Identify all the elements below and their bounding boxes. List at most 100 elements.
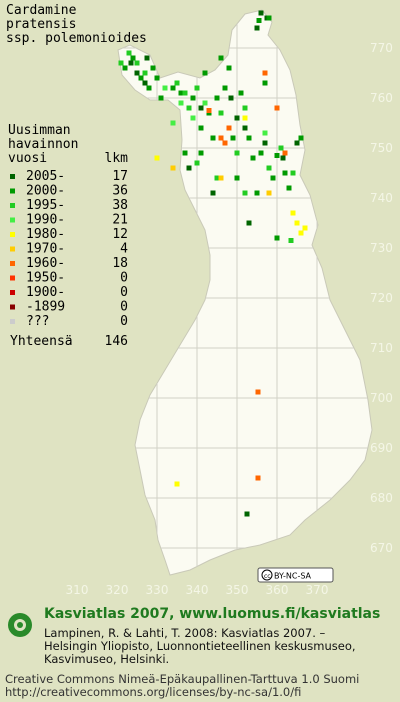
observation (174, 80, 180, 86)
observation (266, 190, 272, 196)
observation (286, 185, 292, 191)
observation (198, 105, 204, 111)
observation (126, 50, 132, 56)
y-tick-label: 720 (370, 291, 393, 305)
legend-swatch (10, 174, 15, 179)
legend-count: 0 (120, 271, 128, 286)
observation (246, 220, 252, 226)
observation (274, 235, 280, 241)
observation (258, 10, 264, 16)
observation (142, 80, 148, 86)
observation (298, 230, 304, 236)
observation (266, 165, 272, 171)
legend-count: 36 (112, 184, 128, 199)
observation (242, 115, 248, 121)
y-tick-label: 760 (370, 91, 393, 105)
license: http://creativecommons.org/licenses/by-n… (5, 685, 301, 699)
observation (288, 238, 294, 243)
legend-label: ??? (26, 314, 49, 329)
observation (142, 70, 148, 76)
y-tick-label: 770 (370, 41, 393, 55)
observation (130, 55, 136, 61)
citation: Helsingin Yliopisto, Luonnontieteellinen… (44, 639, 356, 653)
legend-year-header: vuosi (8, 151, 47, 166)
observation (178, 100, 184, 106)
observation (194, 160, 200, 166)
legend-label: 1990- (26, 213, 65, 228)
observation (186, 105, 192, 111)
observation (128, 60, 134, 66)
legend-count-header: lkm (105, 151, 129, 166)
title: Cardamine (6, 3, 77, 18)
observation (234, 150, 240, 156)
observation (174, 481, 180, 487)
observation (134, 60, 140, 66)
observation (234, 175, 240, 181)
observation (262, 140, 268, 146)
legend-swatch (10, 290, 15, 295)
observation (255, 475, 261, 481)
finland-land (117, 9, 373, 576)
observation (198, 150, 204, 156)
observation (150, 65, 156, 71)
observation (266, 15, 272, 21)
observation (298, 135, 304, 141)
observation (262, 80, 268, 86)
observation (202, 100, 208, 106)
cc-text: cc (264, 573, 271, 580)
observation (302, 225, 308, 231)
observation (294, 220, 300, 226)
legend-swatch (10, 304, 15, 310)
legend-heading: Uusimman (8, 123, 71, 138)
observation (170, 120, 176, 126)
legend-swatch (10, 275, 15, 281)
observation (182, 90, 188, 96)
observation (274, 105, 280, 111)
x-tick-label: 340 (186, 583, 209, 597)
y-tick-label: 670 (370, 541, 393, 555)
observation (194, 85, 200, 91)
observation (146, 85, 152, 91)
observation (122, 65, 128, 71)
legend-swatch (10, 261, 15, 266)
y-tick-label: 750 (370, 141, 393, 155)
observation (274, 153, 280, 158)
observation (228, 95, 234, 101)
observation (214, 95, 220, 101)
title: ssp. polemonioides (6, 31, 147, 46)
legend-swatch (10, 319, 15, 324)
legend-heading: havainnon (8, 137, 78, 152)
observation (118, 60, 124, 66)
observation (290, 170, 296, 176)
legend-swatch (10, 232, 15, 237)
observation (278, 145, 284, 151)
legend-count: 0 (120, 314, 128, 329)
observation (254, 190, 260, 196)
observation (182, 150, 188, 156)
badge-text: BY-NC-SA (274, 572, 312, 581)
observation (162, 85, 168, 91)
legend-label: 1995- (26, 198, 65, 213)
observation (210, 135, 216, 141)
x-tick-label: 330 (146, 583, 169, 597)
observation (254, 25, 260, 31)
x-tick-label: 370 (306, 583, 329, 597)
y-tick-label: 730 (370, 241, 393, 255)
legend-count: 18 (112, 256, 128, 271)
legend-label: 1960- (26, 256, 65, 271)
observation (144, 55, 150, 61)
y-tick-label: 680 (370, 491, 393, 505)
observation (178, 90, 184, 96)
legend-label: 2000- (26, 184, 65, 199)
observation (214, 175, 220, 181)
observation (270, 175, 276, 181)
y-tick-label: 700 (370, 391, 393, 405)
legend-swatch (10, 246, 15, 252)
observation (226, 65, 232, 71)
observation (294, 140, 300, 146)
observation (262, 130, 268, 136)
citation: Lampinen, R. & Lahti, T. 2008: Kasviatla… (44, 626, 326, 640)
legend-count: 4 (120, 242, 128, 257)
observation (134, 70, 140, 76)
